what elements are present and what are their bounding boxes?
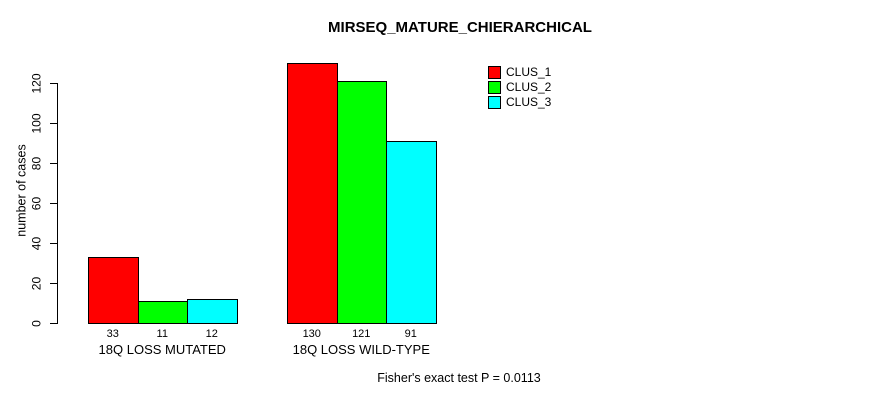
y-axis-tick [49, 283, 57, 284]
y-axis-tick-label: 80 [29, 156, 44, 170]
y-axis-tick-label: 100 [29, 112, 44, 134]
legend-swatch-clus_2 [488, 80, 501, 94]
legend-swatch-clus_1 [488, 65, 501, 79]
y-axis-tick [49, 83, 57, 84]
bar-value-label: 11 [156, 328, 168, 340]
legend-label: CLUS_1 [506, 65, 552, 79]
bar-clus_1-1 [88, 257, 139, 324]
legend-label: CLUS_2 [506, 80, 552, 94]
bar-value-label: 121 [352, 328, 371, 340]
legend-entry-clus_3: CLUS_3 [488, 95, 551, 109]
legend-label: CLUS_3 [506, 95, 552, 109]
legend: CLUS_1 CLUS_2 CLUS_3 [488, 65, 551, 110]
y-axis-tick-label: 0 [29, 319, 44, 327]
legend-entry-clus_1: CLUS_1 [488, 65, 551, 79]
x-category-label: 18Q LOSS MUTATED [98, 342, 226, 357]
y-axis-tick-label: 120 [29, 72, 44, 94]
bar-clus_3-1 [187, 299, 238, 324]
chart-title: MIRSEQ_MATURE_CHIERARCHICAL [328, 19, 592, 36]
y-axis-tick [49, 323, 57, 324]
bar-clus_2-2 [336, 81, 387, 324]
legend-entry-clus_2: CLUS_2 [488, 80, 551, 94]
y-axis-tick [49, 203, 57, 204]
y-axis-line [56, 83, 58, 324]
fisher-test-annotation: Fisher's exact test P = 0.0113 [377, 371, 541, 385]
y-axis-tick-label: 20 [29, 276, 44, 290]
y-axis-tick-label: 60 [29, 196, 44, 210]
legend-swatch-clus_3 [488, 95, 501, 109]
bar-clus_2-1 [137, 301, 188, 324]
bar-clus_3-2 [386, 141, 437, 324]
y-axis-tick [49, 123, 57, 124]
bar-value-label: 12 [205, 328, 218, 340]
y-axis-tick [49, 163, 57, 164]
y-axis-tick-label: 40 [29, 236, 44, 250]
y-axis-tick [49, 243, 57, 244]
x-category-label: 18Q LOSS WILD-TYPE [292, 342, 430, 357]
bar-value-label: 91 [404, 328, 417, 340]
bar-value-label: 130 [302, 328, 321, 340]
bar-value-label: 33 [106, 328, 119, 340]
bar-clus_1-2 [287, 63, 338, 324]
